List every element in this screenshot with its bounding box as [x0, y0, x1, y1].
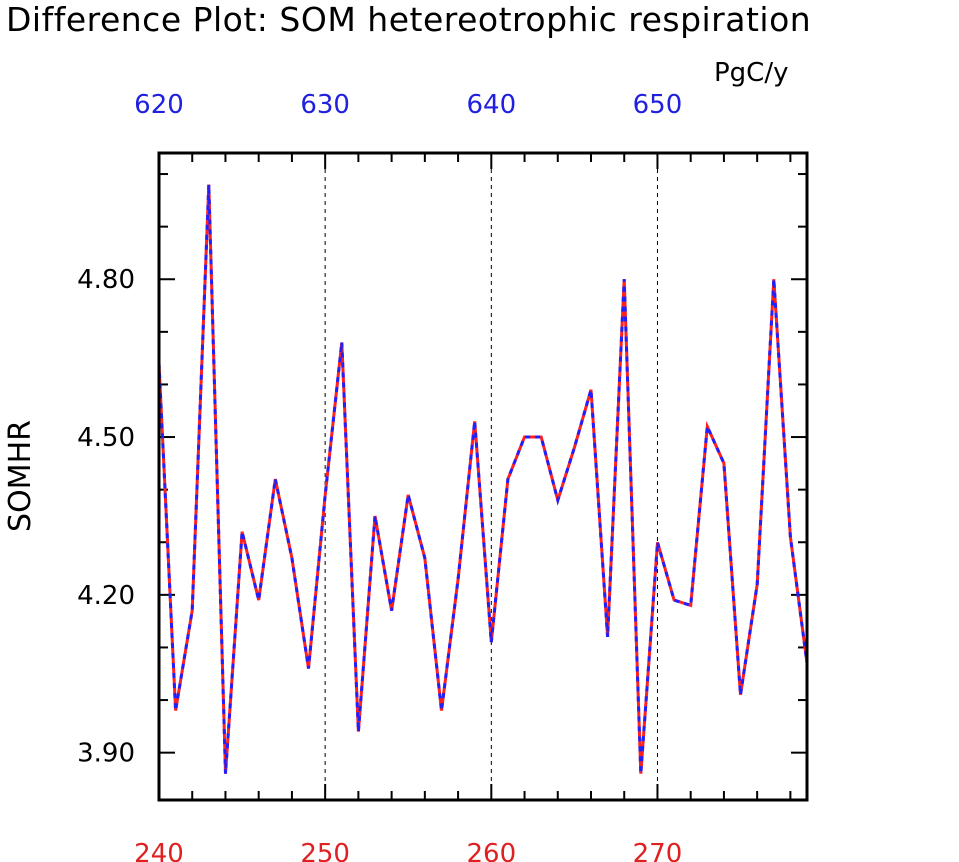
x-tick-label-top: 640 [466, 90, 516, 120]
series-line-blue [157, 184, 809, 774]
data-series [157, 184, 809, 774]
units-label: PgC/y [714, 58, 789, 88]
x-tick-label-bottom: 260 [466, 839, 516, 862]
y-tick-label: 3.90 [77, 739, 135, 769]
x-tick-label-bottom: 270 [633, 839, 683, 862]
tick-labels: 3.90 4.20 4.50 4.80 240 250 260 270 620 630 640 650 [77, 90, 682, 862]
y-tick-label: 4.50 [77, 423, 135, 453]
axis-ticks [158, 153, 807, 800]
y-tick-label: 4.20 [77, 581, 135, 611]
x-tick-label-top: 650 [633, 90, 683, 120]
x-tick-label-top: 620 [134, 90, 184, 120]
chart-title: Difference Plot: SOM hetereotrophic resp… [6, 0, 812, 39]
series-line-red [157, 184, 809, 774]
x-tick-label-bottom: 250 [300, 839, 350, 862]
x-tick-label-top: 630 [300, 90, 350, 120]
y-axis-label: SOMHR [3, 420, 38, 532]
plot-frame [157, 151, 809, 802]
x-tick-label-bottom: 240 [134, 839, 184, 862]
grid-lines [324, 153, 658, 800]
y-tick-label: 4.80 [77, 265, 135, 295]
